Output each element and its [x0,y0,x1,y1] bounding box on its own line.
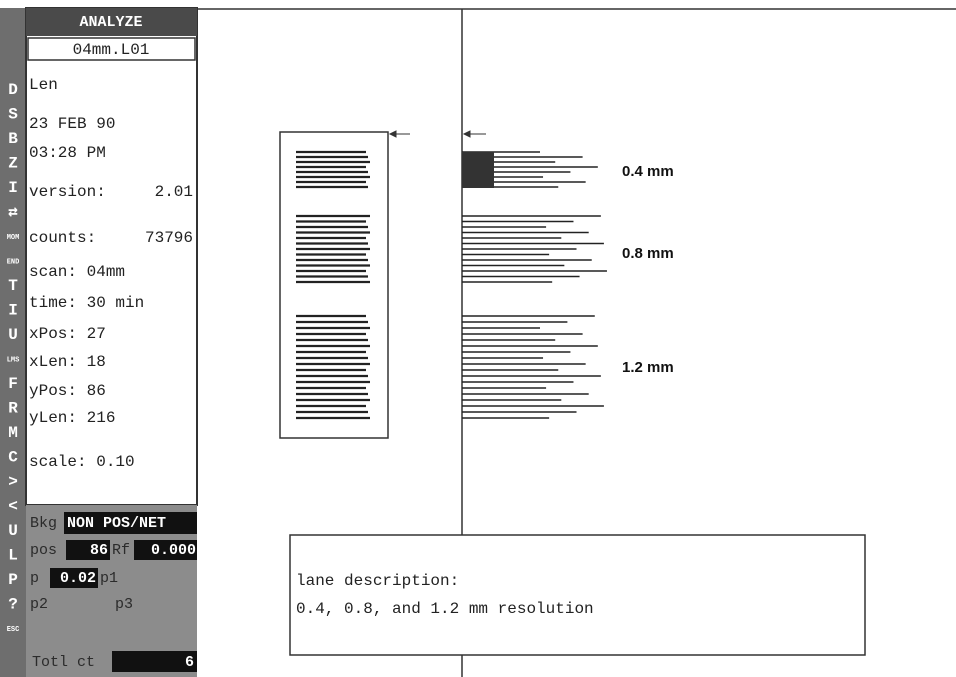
menu-key: ESC [7,626,20,634]
menu-key: I [8,179,18,197]
info-label: xPos: 27 [29,325,106,343]
info-label: 23 FEB 90 [29,115,115,133]
menu-key: > [8,473,18,491]
panel-label: Bkg [30,515,57,532]
profile-block [462,152,494,188]
menu-key: R [8,400,18,418]
info-label: yLen: 216 [29,409,115,427]
menu-key: M [8,424,18,442]
lane-label: 1.2 mm [622,359,674,376]
lane-label: 0.4 mm [622,163,674,180]
menu-key: U [8,326,18,344]
menu-key: S [8,106,18,124]
lane-profile [462,152,607,418]
menu-key: END [7,258,20,266]
menu-key: B [8,130,18,148]
panel-label: p3 [115,596,133,613]
info-value: 2.01 [155,183,193,201]
arrows [390,131,486,137]
panel-value: 6 [185,654,194,671]
screen: ANALYZE 04mm.L01 lane description: 0.4, … [0,0,956,677]
info-label: Len [29,76,58,94]
description-heading: lane description: [296,572,459,590]
menu-key: U [8,522,18,540]
panel-label: p2 [30,596,48,613]
info-label: xLen: 18 [29,353,106,371]
panel-label: Rf [112,542,130,559]
menu-key: D [8,81,18,99]
lane-label: 0.8 mm [622,245,674,262]
menu-key: P [8,571,18,589]
description-text: 0.4, 0.8, and 1.2 mm resolution [296,600,594,618]
panel-label: p1 [100,570,118,587]
info-value: 73796 [145,229,193,247]
panel-value: NON POS/NET [67,515,166,532]
menu-key: MOM [7,234,20,242]
panel-label: pos [30,542,57,559]
panel-value: 0.02 [60,570,96,587]
menu-key: Z [8,155,18,173]
menu-key: L [8,547,18,565]
info-label: time: 30 min [29,294,144,312]
info-label: scale: 0.10 [29,453,135,471]
menu-key: ⇄ [8,204,18,222]
panel-value: 86 [90,542,108,559]
description-box [290,535,865,655]
panel-label: Totl ct [32,654,95,671]
panel-value: 0.000 [151,542,196,559]
menu-key: T [8,277,18,295]
info-label: version: [29,183,106,201]
menu-key: C [8,449,18,467]
menu-key: < [8,498,18,516]
info-label: counts: [29,229,96,247]
info-label: yPos: 86 [29,382,106,400]
file-name: 04mm.L01 [73,41,150,59]
title: ANALYZE [79,14,142,31]
menu-key: F [8,375,18,393]
menu-key: ? [8,596,18,614]
panel-label: p [30,570,39,587]
lane-image [296,152,370,418]
menu-key: I [8,302,18,320]
info-label: scan: 04mm [29,263,125,281]
info-label: 03:28 PM [29,144,106,162]
menu-key: LMS [7,356,20,364]
